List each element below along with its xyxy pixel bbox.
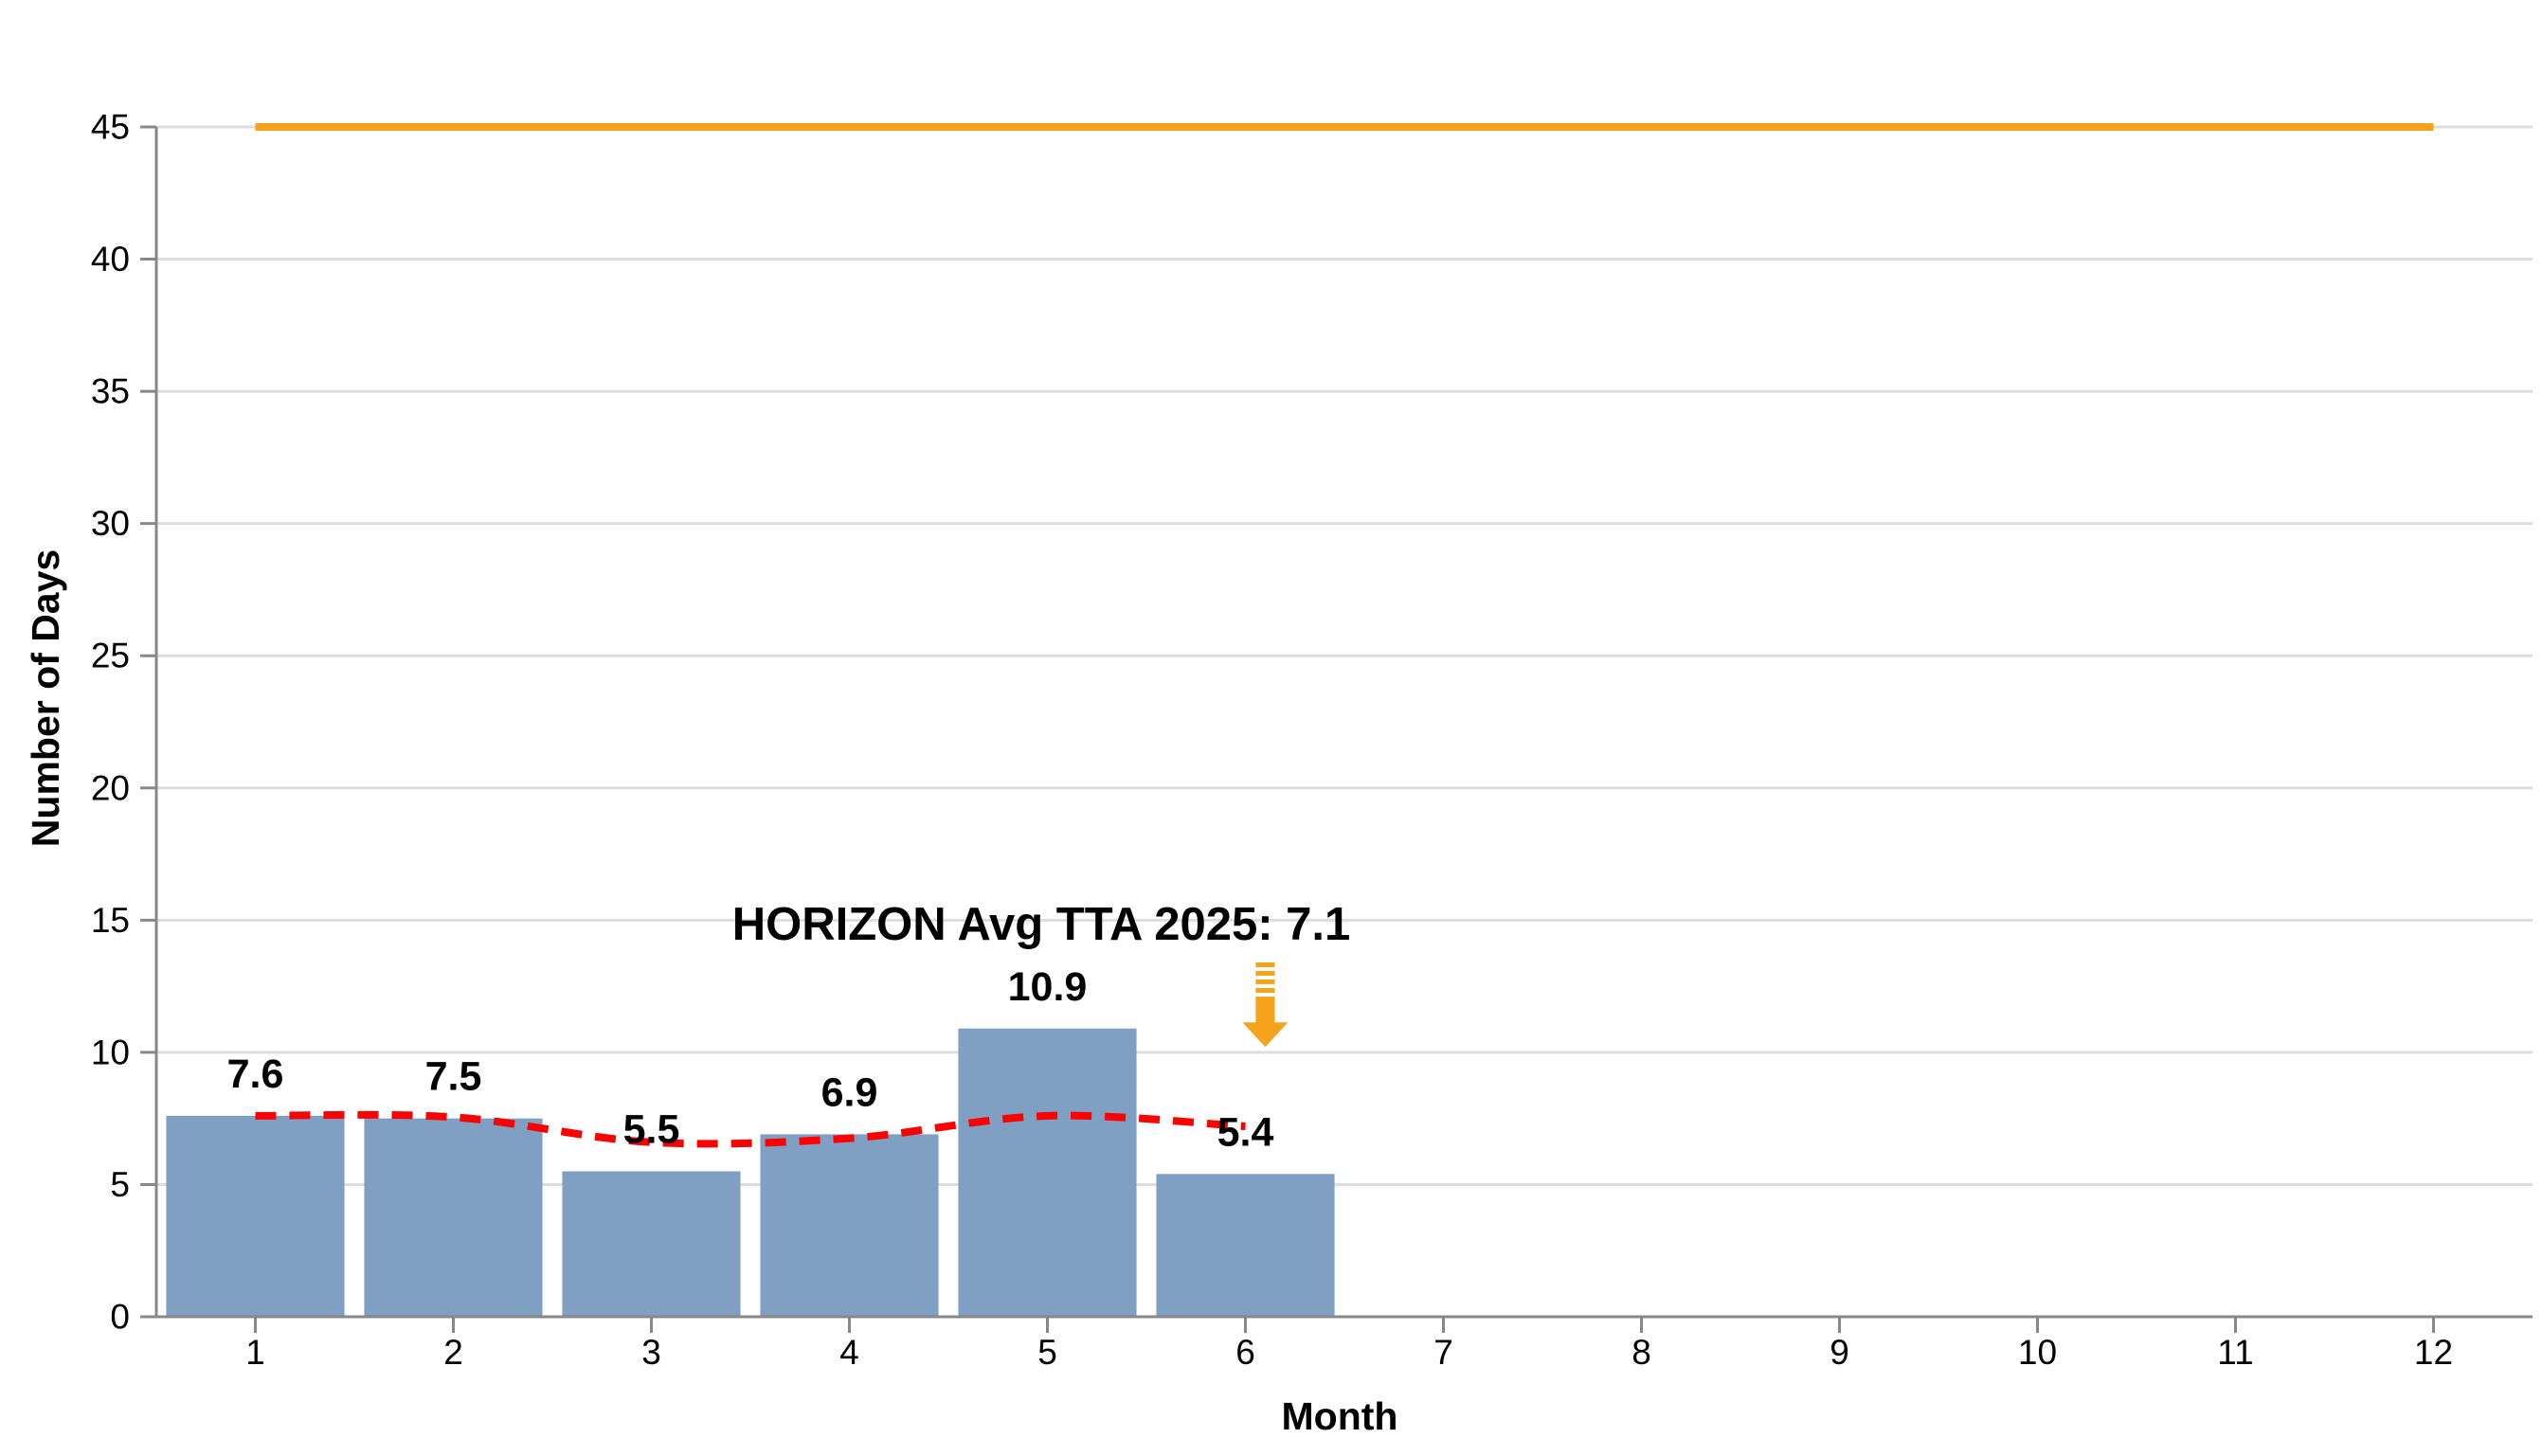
y-tick-label: 5 [110, 1165, 130, 1204]
x-axis-title: Month [1282, 1394, 1398, 1438]
data-label: 10.9 [1008, 964, 1088, 1010]
x-tick-label: 12 [2414, 1333, 2453, 1372]
y-tick-label: 10 [91, 1033, 130, 1071]
x-tick-label: 2 [443, 1333, 463, 1372]
trend-line-group [255, 1110, 1246, 1148]
y-tick-label: 20 [91, 768, 130, 807]
x-tick-label: 7 [1433, 1333, 1453, 1372]
annotation-text: HORIZON Avg TTA 2025: 7.1 [732, 899, 1351, 950]
x-tick-label: 1 [245, 1333, 265, 1372]
data-label: 7.5 [425, 1054, 482, 1100]
bar-month-2[interactable] [364, 1118, 543, 1317]
bar-month-6[interactable] [1156, 1174, 1335, 1317]
trend-line [255, 1110, 1246, 1148]
x-tick-label: 6 [1235, 1333, 1255, 1372]
x-tick-label: 11 [2217, 1333, 2253, 1372]
annotation-group: HORIZON Avg TTA 2025: 7.1 [732, 899, 1351, 1048]
data-label: 6.9 [821, 1070, 878, 1115]
y-tick-label: 15 [91, 901, 130, 940]
x-tick-label: 5 [1037, 1333, 1057, 1372]
bar-month-4[interactable] [760, 1134, 939, 1317]
bar-month-5[interactable] [958, 1028, 1137, 1317]
y-tick-label: 25 [91, 637, 130, 675]
x-tick-label: 8 [1632, 1333, 1651, 1372]
bar-month-3[interactable] [562, 1171, 741, 1317]
x-tick-label: 9 [1830, 1333, 1849, 1372]
down-arrow-icon [1242, 962, 1289, 1048]
data-labels: 7.6 7.5 5.5 6.9 10.9 5.4 [227, 964, 1274, 1156]
data-label: 7.6 [227, 1052, 284, 1097]
y-tick-label: 30 [91, 504, 130, 543]
data-label: 5.5 [623, 1106, 680, 1152]
x-tick-label: 4 [839, 1333, 859, 1372]
bars [166, 1028, 1335, 1317]
data-label: 5.4 [1217, 1109, 1274, 1155]
y-tick-label: 0 [110, 1298, 130, 1337]
x-tick-label: 3 [641, 1333, 661, 1372]
y-tick-label: 45 [91, 108, 130, 147]
y-axis-title: Number of Days [24, 549, 67, 847]
y-tick-label: 35 [91, 372, 130, 411]
x-tick-label: 10 [2018, 1333, 2057, 1372]
y-tick-label: 40 [91, 240, 130, 279]
bar-month-1[interactable] [166, 1115, 345, 1317]
